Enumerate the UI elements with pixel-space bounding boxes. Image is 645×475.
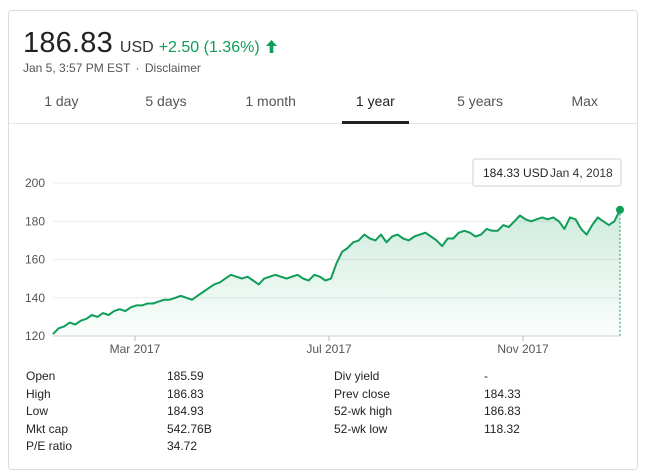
tooltip-date: Jan 4, 2018 (550, 166, 613, 180)
stat-row-52wk-low: 52-wk low 118.32 (334, 422, 644, 440)
price-area (53, 209, 620, 336)
disclaimer-link[interactable]: Disclaimer (144, 61, 201, 75)
stat-label: 52-wk low (334, 421, 388, 436)
x-tick-label: Nov 2017 (497, 342, 549, 356)
tooltip-value: 184.33 USD (483, 166, 549, 180)
stat-label: Mkt cap (26, 421, 69, 436)
arrow-up-icon (265, 39, 278, 54)
stats-right-column: Div yield - Prev close 184.33 52-wk high 18… (334, 369, 644, 439)
tab-1-year[interactable]: 1 year (323, 85, 428, 124)
stat-row-div-yield: Div yield - (334, 369, 644, 387)
stat-value: 34.72 (167, 439, 198, 453)
stat-value: 185.59 (167, 369, 204, 383)
y-tick-label: 200 (25, 176, 45, 190)
separator: · (135, 61, 140, 75)
stat-value: 184.93 (167, 404, 204, 418)
stat-label: P/E ratio (26, 439, 73, 453)
chart-tooltip: 184.33 USD Jan 4, 2018 (472, 158, 622, 187)
hover-point[interactable] (616, 205, 624, 214)
stat-label: Div yield (334, 369, 380, 383)
price-row: 186.83 USD +2.50 (1.36%) (23, 27, 278, 60)
x-tick-label: Jul 2017 (306, 342, 352, 356)
stat-row-mkt-cap: Mkt cap 542.76B (26, 422, 327, 440)
stat-label: High (26, 386, 51, 401)
stat-row-52wk-high: 52-wk high 186.83 (334, 404, 644, 422)
stat-value: 184.33 (484, 386, 521, 401)
stat-value: - (484, 369, 488, 383)
quote-timestamp: Jan 5, 3:57 PM EST (23, 61, 131, 75)
quote-subline: Jan 5, 3:57 PM EST · Disclaimer (23, 61, 201, 75)
current-price: 186.83 (23, 27, 113, 59)
stat-row-high: High 186.83 (26, 387, 327, 405)
y-tick-label: 120 (25, 329, 45, 343)
price-chart[interactable]: 200 180 160 140 120 Mar 2017 Jul 2017 Nov 2017… (9, 151, 637, 356)
stat-row-low: Low 184.93 (26, 404, 327, 422)
y-tick-label: 160 (25, 253, 45, 267)
stat-value: 186.83 (484, 404, 521, 418)
tab-5-days[interactable]: 5 days (145, 93, 187, 109)
currency-label: USD (119, 39, 154, 56)
tab-1-month[interactable]: 1 month (245, 93, 296, 109)
stat-label: Low (26, 404, 49, 418)
stat-label: Prev close (334, 386, 391, 401)
tab-1-day[interactable]: 1 day (44, 93, 79, 109)
stats-left-column: Open 185.59 High 186.83 Low 184.93 Mkt cap 5… (26, 369, 327, 457)
y-tick-label: 180 (25, 214, 45, 228)
stock-quote-card: 186.83 USD +2.50 (1.36%) Jan 5, 3:57 PM … (8, 10, 638, 470)
stat-value: 118.32 (484, 421, 520, 436)
stat-label: 52-wk high (334, 404, 393, 418)
price-line (52, 209, 621, 335)
price-change: +2.50 (1.36%) (158, 39, 260, 56)
tab-max[interactable]: Max (571, 93, 598, 109)
stat-row-pe-ratio: P/E ratio 34.72 (26, 439, 327, 457)
stat-row-prev-close: Prev close 184.33 (334, 387, 644, 405)
stat-value: 186.83 (167, 386, 204, 401)
stat-row-open: Open 185.59 (26, 369, 327, 387)
stat-label: Open (26, 369, 56, 383)
x-tick-label: Mar 2017 (110, 342, 161, 356)
y-tick-label: 140 (25, 291, 45, 305)
tab-5-years[interactable]: 5 years (457, 93, 503, 109)
stat-value: 542.76B (167, 421, 212, 436)
range-tabs: 1 day 5 days 1 month 1 year 5 years Max (9, 85, 637, 124)
